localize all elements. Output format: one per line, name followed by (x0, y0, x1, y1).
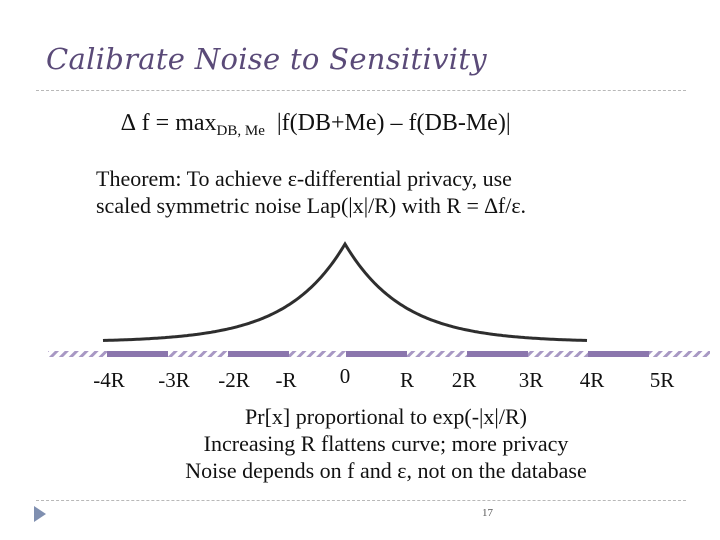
tick-label-neg-3r: -3R (158, 368, 190, 392)
theorem-line-2: scaled symmetric noise Lap(|x|/R) with R… (96, 193, 527, 218)
title-divider (36, 90, 686, 91)
theorem-line-1: Theorem: To achieve ε-differential priva… (96, 166, 512, 191)
note-line-3: Noise depends on f and ε, not on the dat… (185, 458, 587, 483)
axis-segment (107, 351, 168, 357)
nav-arrow-icon (34, 506, 46, 522)
sensitivity-formula: ∆ f = maxDB, Me |f(DB+Me) – f(DB-Me)| (121, 110, 511, 140)
tick-label-3r: 3R (518, 368, 544, 392)
explanation-notes: Pr[x] proportional to exp(-|x|/R) Increa… (0, 403, 720, 484)
tick-label-2r: 2R (451, 368, 477, 392)
axis-segment (346, 351, 407, 357)
tick-label-neg-2r: -2R (218, 368, 250, 392)
axis-segment (228, 351, 289, 357)
note-line-1: Pr[x] proportional to exp(-|x|/R) (245, 404, 527, 429)
page-number: 17 (482, 507, 493, 519)
axis-segment (588, 351, 649, 357)
formula-rhs: |f(DB+Me) – f(DB-Me)| (276, 110, 511, 136)
tick-label-r: R (399, 368, 415, 392)
formula-lhs: ∆ f = max (121, 110, 217, 136)
laplace-curve (102, 241, 588, 342)
note-line-2: Increasing R flattens curve; more privac… (203, 431, 569, 456)
theorem-text: Theorem: To achieve ε-differential priva… (96, 165, 656, 219)
axis-solid-segments (107, 351, 649, 357)
formula-subscript: DB, Me (216, 123, 265, 139)
tick-label-neg-r: -R (275, 368, 297, 392)
tick-label-zero: 0 (339, 364, 351, 388)
tick-label-5r: 5R (649, 368, 675, 392)
slide-title: Calibrate Noise to Sensitivity (46, 42, 487, 76)
tick-label-4r: 4R (579, 368, 605, 392)
tick-label-neg-4r: -4R (93, 368, 125, 392)
footer-divider (36, 500, 686, 501)
axis-segment (467, 351, 528, 357)
